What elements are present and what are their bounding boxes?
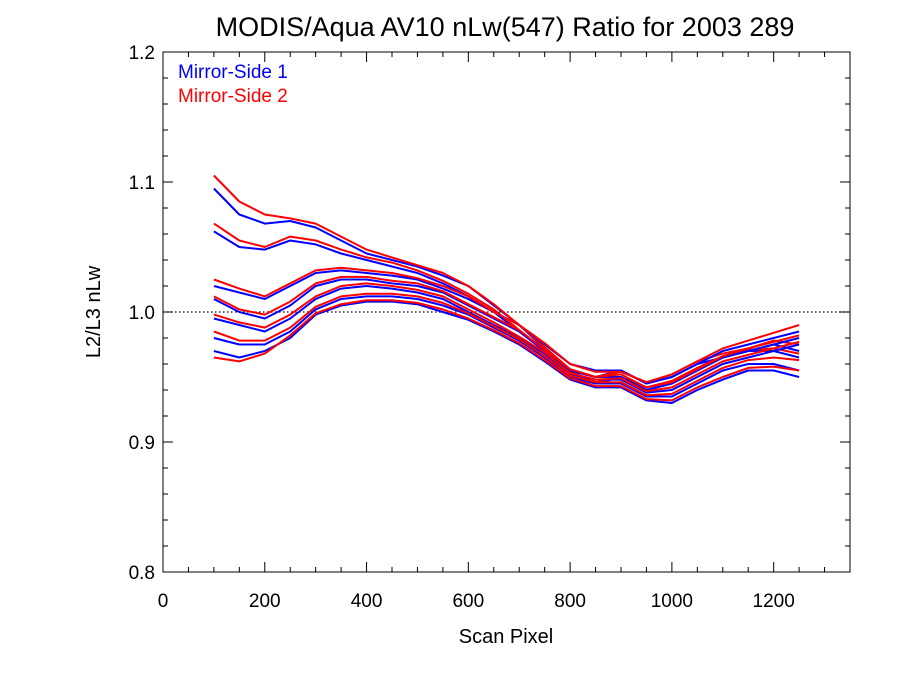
- x-tick-label: 800: [554, 591, 586, 612]
- y-tick-label: 1.0: [129, 303, 155, 324]
- series-line-mirror-side-1: [213, 285, 800, 394]
- y-axis-label: L2/L3 nLw: [83, 265, 105, 358]
- series-line-mirror-side-1: [213, 278, 800, 391]
- plot-frame: [162, 51, 851, 573]
- x-tick-label: 1000: [651, 591, 693, 612]
- legend-item-mirror-side-1: Mirror-Side 1: [178, 62, 288, 83]
- series-line-mirror-side-2: [213, 174, 800, 384]
- legend: Mirror-Side 1 Mirror-Side 2: [178, 62, 288, 107]
- x-tick-label: 200: [249, 591, 281, 612]
- x-tick-label: 0: [158, 591, 169, 612]
- ticks-layer: 0 200 400 600 800 1000 1200 0.8 0.9 1.0 1.1 1.2: [129, 43, 850, 612]
- legend-item-mirror-side-2: Mirror-Side 2: [178, 86, 288, 107]
- series-line-mirror-side-1: [213, 295, 800, 398]
- y-tick-label: 1.1: [129, 173, 155, 194]
- x-tick-label: 1200: [753, 591, 795, 612]
- y-tick-label: 0.8: [129, 563, 155, 584]
- x-tick-label: 400: [351, 591, 383, 612]
- y-tick-label: 1.2: [129, 43, 155, 64]
- series-line-mirror-side-2: [213, 275, 800, 389]
- series-line-mirror-side-2: [213, 282, 800, 393]
- series-line-mirror-side-1: [213, 300, 800, 404]
- series-line-mirror-side-2: [213, 299, 800, 402]
- x-tick-label: 600: [452, 591, 484, 612]
- series-layer: [213, 174, 800, 404]
- series-line-mirror-side-2: [213, 292, 800, 397]
- series-line-mirror-side-2: [213, 266, 800, 384]
- y-tick-label: 0.9: [129, 433, 155, 454]
- x-axis-label: Scan Pixel: [459, 626, 554, 648]
- chart-title: MODIS/Aqua AV10 nLw(547) Ratio for 2003 …: [216, 12, 795, 42]
